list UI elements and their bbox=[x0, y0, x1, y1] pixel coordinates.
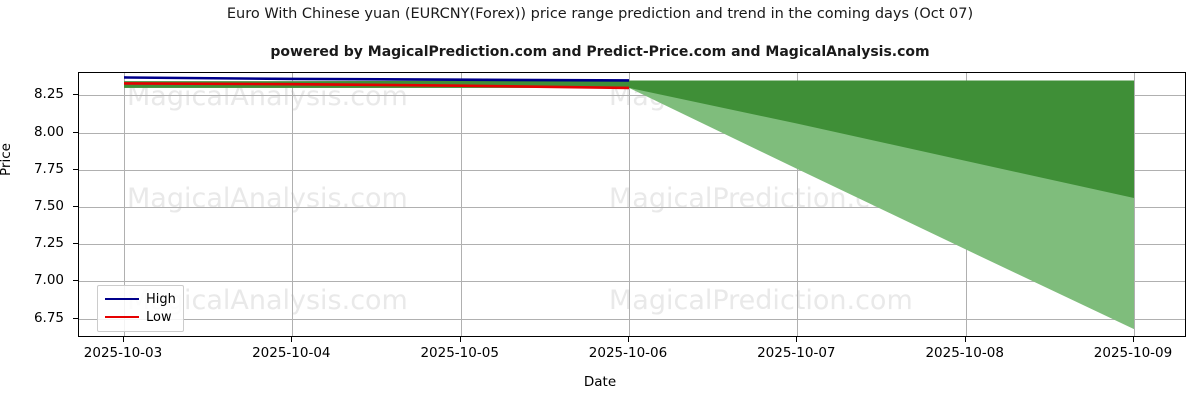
prediction-band-dark bbox=[124, 80, 1134, 199]
legend-label-low: Low bbox=[146, 309, 172, 325]
y-tick-label: 7.25 bbox=[33, 235, 64, 252]
y-tick-mark bbox=[73, 280, 78, 282]
plot-area: MagicalAnalysis.com MagicalPrediction.co… bbox=[78, 72, 1186, 337]
legend-swatch-high bbox=[105, 298, 139, 300]
y-tick-label: 8.25 bbox=[33, 86, 64, 103]
gridline-vertical bbox=[1134, 73, 1135, 336]
x-tick-label: 2025-10-03 bbox=[83, 345, 163, 361]
y-tick-label: 6.75 bbox=[33, 309, 64, 326]
y-tick-mark bbox=[73, 317, 78, 319]
gridline-vertical bbox=[629, 73, 630, 336]
chart-subtitle: powered by MagicalPrediction.com and Pre… bbox=[270, 44, 930, 60]
y-tick-label: 8.00 bbox=[33, 123, 64, 140]
series-layer bbox=[123, 76, 1134, 330]
x-tick-mark bbox=[459, 337, 461, 342]
gridline-horizontal bbox=[79, 169, 1185, 171]
y-tick-mark bbox=[73, 206, 78, 207]
chart-legend[interactable]: High Low bbox=[97, 285, 184, 332]
y-tick-mark bbox=[73, 131, 78, 133]
prediction-band-light bbox=[124, 80, 1134, 330]
x-tick-mark bbox=[964, 337, 966, 342]
page-title: Euro With Chinese yuan (EURCNY(Forex)) p… bbox=[226, 6, 974, 22]
gridline-vertical bbox=[460, 73, 462, 336]
x-tick-label: 2025-10-06 bbox=[588, 345, 668, 361]
x-tick-mark bbox=[628, 337, 629, 342]
x-tick-mark bbox=[123, 337, 124, 342]
x-tick-label: 2025-10-08 bbox=[925, 345, 1004, 361]
gridline-horizontal bbox=[79, 207, 1185, 208]
y-tick-label: 7.75 bbox=[33, 160, 64, 177]
x-tick-label: 2025-10-04 bbox=[252, 345, 331, 361]
x-axis-label: Date bbox=[583, 374, 617, 390]
legend-swatch-low bbox=[105, 316, 139, 318]
x-tick-mark bbox=[1133, 337, 1134, 342]
x-tick-label: 2025-10-09 bbox=[1093, 345, 1173, 361]
gridline-horizontal bbox=[79, 318, 1185, 320]
gridline-vertical bbox=[124, 73, 125, 336]
gridline-vertical bbox=[292, 73, 294, 336]
gridline-horizontal bbox=[79, 281, 1185, 283]
x-tick-mark bbox=[291, 337, 293, 342]
y-tick-mark bbox=[73, 243, 78, 245]
y-tick-label: 7.00 bbox=[33, 272, 64, 289]
legend-item-high[interactable]: High bbox=[105, 290, 176, 308]
y-tick-mark bbox=[73, 168, 78, 170]
x-tick-label: 2025-10-07 bbox=[757, 345, 836, 361]
gridline-horizontal bbox=[79, 132, 1185, 134]
series-line-high bbox=[123, 76, 630, 82]
gridline-horizontal bbox=[79, 244, 1185, 246]
series-line-low bbox=[123, 82, 630, 90]
y-tick-mark bbox=[73, 94, 78, 96]
gridline-horizontal bbox=[79, 95, 1185, 97]
x-tick-mark bbox=[796, 337, 798, 342]
legend-label-high: High bbox=[146, 291, 176, 307]
legend-item-low[interactable]: Low bbox=[105, 308, 176, 326]
gridline-vertical bbox=[797, 73, 799, 336]
x-tick-label: 2025-10-05 bbox=[420, 345, 499, 361]
y-tick-label: 7.50 bbox=[33, 198, 64, 214]
